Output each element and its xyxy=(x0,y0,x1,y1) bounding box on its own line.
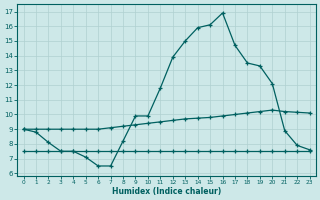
X-axis label: Humidex (Indice chaleur): Humidex (Indice chaleur) xyxy=(112,187,221,196)
